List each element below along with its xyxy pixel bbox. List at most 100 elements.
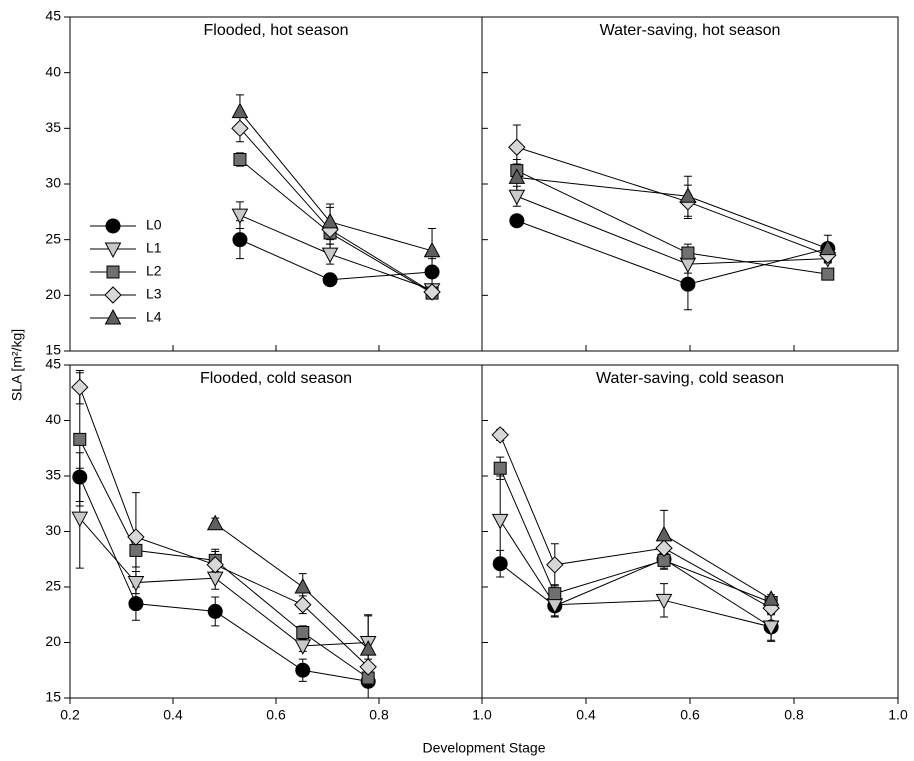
y-tick-label: 25 xyxy=(45,230,61,246)
y-tick-label: 45 xyxy=(45,8,61,24)
marker xyxy=(680,276,696,292)
panel-frame xyxy=(69,364,483,699)
legend-marker xyxy=(106,265,120,279)
y-tick-label: 20 xyxy=(45,286,61,302)
panel-title: Flooded, hot season xyxy=(204,22,349,39)
marker xyxy=(295,662,311,678)
x-tick-label: 0.6 xyxy=(680,707,700,723)
legend-label: L2 xyxy=(146,263,162,279)
marker xyxy=(655,539,673,557)
marker xyxy=(206,571,224,588)
y-tick-label: 30 xyxy=(45,175,61,191)
series-line xyxy=(79,517,369,647)
panel-title: Flooded, cold season xyxy=(200,370,352,387)
marker xyxy=(546,556,564,574)
series-line xyxy=(79,387,369,668)
x-tick-label: 0.4 xyxy=(576,707,596,723)
marker xyxy=(681,246,695,260)
x-axis-label: Development Stage xyxy=(423,740,546,756)
marker xyxy=(491,513,509,530)
marker xyxy=(655,593,673,610)
marker xyxy=(762,590,780,606)
series-line xyxy=(499,520,772,628)
marker xyxy=(548,587,562,601)
x-tick-label: 0.2 xyxy=(60,707,80,723)
marker xyxy=(423,283,441,301)
marker xyxy=(294,577,312,594)
y-tick-label: 15 xyxy=(45,689,61,705)
marker xyxy=(206,514,224,531)
marker xyxy=(233,153,247,167)
marker xyxy=(127,576,145,592)
legend-label: L0 xyxy=(146,217,162,233)
series-line xyxy=(516,170,828,275)
y-tick-label: 25 xyxy=(45,578,61,594)
x-tick-label: 0.6 xyxy=(266,707,286,723)
marker xyxy=(359,640,377,656)
marker xyxy=(508,168,526,184)
series-line xyxy=(239,128,433,293)
legend-label: L1 xyxy=(146,240,162,256)
x-tick-label: 0.4 xyxy=(163,707,183,723)
marker xyxy=(232,232,248,248)
y-axis-label: SLA [m²/kg] xyxy=(9,329,25,401)
marker xyxy=(679,187,697,203)
x-tick-label: 1.0 xyxy=(888,707,908,723)
series-line xyxy=(239,239,433,281)
marker xyxy=(655,525,673,542)
series-line xyxy=(516,220,828,285)
marker xyxy=(321,247,339,264)
marker xyxy=(821,267,835,281)
marker xyxy=(231,102,249,119)
marker xyxy=(491,426,509,444)
legend-marker xyxy=(104,308,122,325)
panel-title: Water-saving, hot season xyxy=(600,22,781,39)
series-line xyxy=(516,195,828,265)
y-tick-label: 15 xyxy=(45,342,61,358)
marker xyxy=(71,378,89,396)
marker xyxy=(294,596,312,614)
panel-frame xyxy=(481,364,899,699)
legend-marker xyxy=(104,242,122,259)
marker xyxy=(231,119,249,138)
marker xyxy=(206,556,224,574)
y-tick-label: 35 xyxy=(45,119,61,135)
marker xyxy=(296,626,310,640)
marker xyxy=(231,208,249,225)
marker xyxy=(819,239,837,256)
series-line xyxy=(214,523,369,650)
y-tick-label: 35 xyxy=(45,467,61,483)
marker xyxy=(679,257,697,274)
x-tick-label: 0.8 xyxy=(784,707,804,723)
legend-marker xyxy=(105,218,121,234)
y-tick-label: 45 xyxy=(45,356,61,372)
series-line xyxy=(79,476,369,682)
y-tick-label: 40 xyxy=(45,63,61,79)
series-line xyxy=(663,534,772,600)
y-tick-label: 40 xyxy=(45,411,61,427)
x-tick-label: 1.0 xyxy=(472,707,492,723)
y-tick-label: 20 xyxy=(45,633,61,649)
legend-label: L3 xyxy=(146,286,162,302)
marker xyxy=(492,556,508,572)
marker xyxy=(127,528,145,546)
marker xyxy=(294,639,312,655)
marker xyxy=(508,189,526,206)
series-line xyxy=(79,439,369,679)
marker xyxy=(73,432,87,446)
x-tick-label: 0.8 xyxy=(369,707,389,723)
marker xyxy=(762,620,780,637)
series-line xyxy=(499,468,772,604)
marker xyxy=(129,543,143,557)
marker xyxy=(423,241,441,258)
marker xyxy=(359,658,377,676)
legend-marker xyxy=(104,286,122,304)
panel-title: Water-saving, cold season xyxy=(596,370,784,387)
marker xyxy=(321,212,339,229)
series-line xyxy=(499,558,772,628)
series-line xyxy=(499,434,772,609)
marker xyxy=(207,603,223,619)
series-line xyxy=(516,146,828,256)
marker xyxy=(71,511,89,528)
